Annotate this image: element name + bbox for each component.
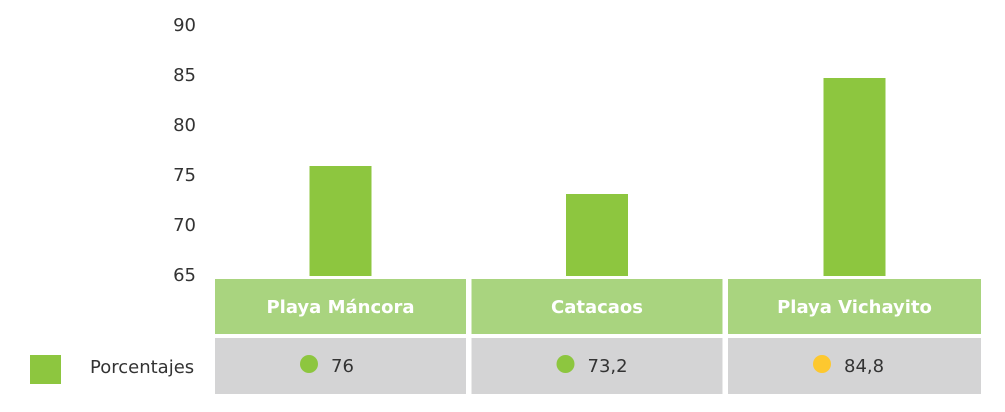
- y-tick-label: 85: [173, 65, 196, 86]
- status-dot: [556, 355, 575, 373]
- x-tick-label: Playa Vichayito: [777, 297, 932, 318]
- header-cell: [471, 279, 723, 334]
- x-tick-label: Catacaos: [551, 297, 643, 318]
- value-cell: [728, 338, 981, 394]
- legend-label: Porcentajes: [90, 357, 194, 378]
- header-cell: [215, 279, 466, 334]
- value-cell: [215, 338, 466, 394]
- y-tick-label: 80: [173, 115, 196, 136]
- header-cell: [728, 279, 981, 334]
- value-label: 73,2: [588, 356, 628, 377]
- value-label: 84,8: [844, 356, 884, 377]
- status-dot: [813, 355, 831, 373]
- x-tick-label: Playa Máncora: [266, 297, 414, 318]
- bar: [823, 78, 886, 276]
- bar: [566, 194, 628, 276]
- y-tick-label: 65: [173, 265, 196, 286]
- status-dot: [300, 355, 318, 373]
- bar: [309, 166, 372, 276]
- value-label: 76: [331, 356, 354, 377]
- y-tick-label: 90: [173, 15, 196, 36]
- value-cell: [471, 338, 723, 394]
- y-tick-label: 70: [173, 215, 196, 236]
- y-tick-label: 75: [173, 165, 196, 186]
- legend-swatch: [30, 355, 61, 384]
